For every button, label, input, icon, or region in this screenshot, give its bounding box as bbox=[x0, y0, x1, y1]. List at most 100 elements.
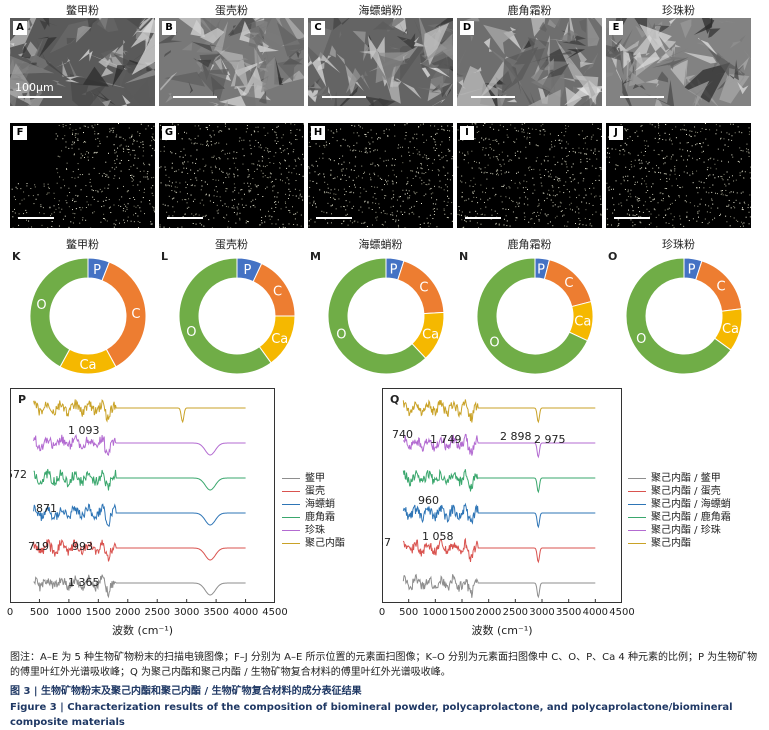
ftir-series-line bbox=[34, 399, 246, 422]
donut-slice-label: P bbox=[93, 263, 101, 278]
peak-annotation: 871 bbox=[36, 502, 57, 515]
sem-panel-letter: B bbox=[162, 21, 176, 35]
x-tick-label: 500 bbox=[394, 607, 424, 618]
sem-image: D bbox=[457, 18, 602, 106]
donut-slice-label: C bbox=[564, 276, 573, 291]
edx-panel-letter: G bbox=[162, 126, 176, 140]
sem-column-title: 海螵蛸粉 bbox=[308, 2, 453, 18]
edx-map: F bbox=[10, 123, 155, 228]
x-tick-label: 2000 bbox=[474, 607, 504, 618]
legend-item: 聚己内酯 / 鳖甲 bbox=[628, 472, 731, 485]
donut-slice-label: P bbox=[537, 262, 545, 277]
sem-scale-bar bbox=[322, 96, 366, 98]
donut-slice-label: O bbox=[336, 328, 346, 343]
x-tick-label: 3000 bbox=[527, 607, 557, 618]
ftir-series-line bbox=[403, 469, 595, 492]
legend-swatch bbox=[628, 491, 646, 492]
sem-image: B bbox=[159, 18, 304, 106]
legend-item: 聚己内酯 bbox=[628, 537, 731, 550]
sem-column-title: 珍珠粉 bbox=[606, 2, 751, 18]
legend-swatch bbox=[628, 478, 646, 479]
x-tick-label: 2000 bbox=[113, 607, 143, 618]
x-tick-label: 4500 bbox=[607, 607, 637, 618]
sem-image: E bbox=[606, 18, 751, 106]
donut-slice-label: P bbox=[688, 263, 696, 278]
x-tick-label: 2500 bbox=[500, 607, 530, 618]
ftir-series-line bbox=[403, 504, 595, 527]
sem-panel-letter: E bbox=[609, 21, 623, 35]
legend-label: 聚己内酯 bbox=[651, 538, 691, 549]
peak-annotation: 740 bbox=[392, 428, 413, 441]
peak-annotation: 572 bbox=[10, 468, 27, 481]
ftir-series-line bbox=[34, 469, 246, 491]
x-tick-label: 500 bbox=[24, 607, 54, 618]
x-tick-label: 4500 bbox=[260, 607, 290, 618]
donut-slice-label: P bbox=[390, 263, 398, 278]
pie-title: 鹿角霜粉 bbox=[457, 236, 602, 252]
legend-item: 聚己内酯 / 珍珠 bbox=[628, 524, 731, 537]
legend-swatch bbox=[282, 543, 300, 544]
legend-label: 蛋壳 bbox=[305, 486, 325, 497]
ftir-series-line bbox=[34, 435, 246, 455]
legend-label: 聚己内酯 bbox=[305, 538, 345, 549]
element-donut-chart: P C Ca O bbox=[457, 252, 602, 377]
plot-frame bbox=[11, 389, 275, 603]
sem-scale-text: 100μm bbox=[15, 81, 54, 94]
ftir-series-line bbox=[34, 540, 246, 562]
edx-panel-letter: H bbox=[311, 126, 325, 140]
legend-label: 鹿角霜 bbox=[305, 512, 335, 523]
donut-slice-label: O bbox=[489, 336, 499, 351]
donut-slice-label: C bbox=[131, 307, 140, 322]
ftir-series-line bbox=[34, 575, 246, 597]
x-tick-label: 4000 bbox=[231, 607, 261, 618]
x-tick-label: 3500 bbox=[554, 607, 584, 618]
sem-column-title: 蛋壳粉 bbox=[159, 2, 304, 18]
edx-map: H bbox=[308, 123, 453, 228]
legend-item: 海螵蛸 bbox=[282, 498, 345, 511]
peak-annotation: 1 365 bbox=[68, 576, 100, 589]
legend-item: 鳖甲 bbox=[282, 472, 345, 485]
edx-panel-letter: I bbox=[460, 126, 474, 140]
ftir-chart-p: 1 0935728717199931 365 bbox=[10, 388, 275, 603]
x-tick-label: 1000 bbox=[420, 607, 450, 618]
legend-label: 聚己内酯 / 鹿角霜 bbox=[651, 512, 731, 523]
legend-item: 蛋壳 bbox=[282, 485, 345, 498]
legend-swatch bbox=[628, 517, 646, 518]
edx-scale-bar bbox=[18, 217, 54, 219]
legend-label: 聚己内酯 / 鳖甲 bbox=[651, 473, 721, 484]
donut-slice-label: Ca bbox=[271, 332, 288, 347]
x-tick-label: 1500 bbox=[447, 607, 477, 618]
x-tick-label: 0 bbox=[367, 607, 397, 618]
legend-item: 聚己内酯 bbox=[282, 537, 345, 550]
figure-title-en: Figure 3 | Characterization results of t… bbox=[10, 700, 760, 730]
peak-annotation: 2 975 bbox=[534, 433, 566, 446]
donut-slice-label: Ca bbox=[574, 315, 591, 330]
peak-annotation: 719 bbox=[28, 540, 49, 553]
sem-column-title: 鳖甲粉 bbox=[10, 2, 155, 18]
legend-swatch bbox=[282, 491, 300, 492]
ftir-series-line bbox=[403, 400, 595, 423]
x-tick-label: 4000 bbox=[580, 607, 610, 618]
peak-annotation: 1 058 bbox=[422, 530, 454, 543]
x-tick-label: 2500 bbox=[142, 607, 172, 618]
legend-label: 聚己内酯 / 珍珠 bbox=[651, 525, 721, 536]
donut-slice-label: C bbox=[716, 279, 725, 294]
edx-map: I bbox=[457, 123, 602, 228]
x-tick-label: 3000 bbox=[172, 607, 202, 618]
x-tick-label: 1000 bbox=[54, 607, 84, 618]
sem-panel-letter: D bbox=[460, 21, 474, 35]
ftir-series-line bbox=[403, 574, 595, 598]
legend-p: 鳖甲蛋壳海螵蛸鹿角霜珍珠聚己内酯 bbox=[282, 472, 345, 550]
peak-annotation: 993 bbox=[72, 540, 93, 553]
donut-slice-label: O bbox=[636, 332, 646, 347]
sem-scale-bar bbox=[620, 96, 664, 98]
pie-title: 蛋壳粉 bbox=[159, 236, 304, 252]
figure-note: 图注：A–E 为 5 种生物矿物粉末的扫描电镜图像；F–J 分别为 A–E 所示… bbox=[10, 650, 760, 680]
sem-panel-letter: A bbox=[13, 21, 27, 35]
legend-q: 聚己内酯 / 鳖甲聚己内酯 / 蛋壳聚己内酯 / 海螵蛸聚己内酯 / 鹿角霜聚己… bbox=[628, 472, 731, 550]
legend-swatch bbox=[628, 530, 646, 531]
edx-panel-letter: F bbox=[13, 126, 27, 140]
